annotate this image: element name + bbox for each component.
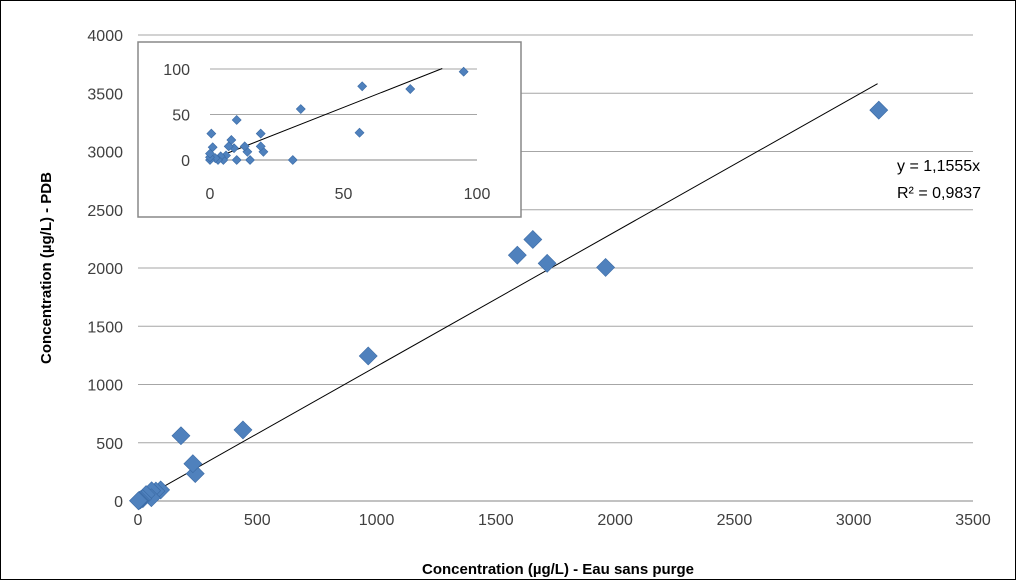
inset-y-tick-labels: 0 50 100 xyxy=(163,62,190,170)
data-point xyxy=(458,66,469,77)
data-point xyxy=(295,104,306,114)
inset-frame xyxy=(137,41,522,218)
data-point xyxy=(255,128,266,139)
data-point xyxy=(245,155,255,165)
y-tick-label: 500 xyxy=(96,436,123,453)
data-point xyxy=(185,464,205,484)
main-trendline xyxy=(140,83,878,501)
x-tick-label: 1500 xyxy=(478,512,514,529)
r-squared-label: R² = 0,9837 xyxy=(897,185,981,202)
x-tick-label: 2000 xyxy=(597,512,633,529)
data-point xyxy=(223,141,234,152)
data-point xyxy=(239,141,250,152)
x-tick-label: 500 xyxy=(244,512,271,529)
y-tick-label: 100 xyxy=(163,62,190,79)
x-tick-label: 3500 xyxy=(955,512,991,529)
y-tick-label: 2500 xyxy=(87,203,123,220)
data-point xyxy=(523,230,543,249)
x-tick-label: 50 xyxy=(335,186,353,203)
x-axis-title: Concentration (µg/L) - Eau sans purge xyxy=(422,561,694,578)
y-tick-label: 50 xyxy=(172,108,190,125)
x-tick-label: 2500 xyxy=(717,512,753,529)
data-point xyxy=(255,141,266,152)
data-point xyxy=(507,245,527,265)
trendline-equation: y = 1,1555x xyxy=(897,158,980,175)
y-tick-label: 4000 xyxy=(87,28,123,45)
y-tick-label: 0 xyxy=(181,153,190,170)
data-point xyxy=(231,115,242,125)
x-tick-label: 0 xyxy=(206,186,215,203)
trendline xyxy=(140,83,878,501)
x-tick-label: 1000 xyxy=(359,512,395,529)
data-point xyxy=(171,426,191,446)
x-tick-label: 3000 xyxy=(836,512,872,529)
inset-data-points xyxy=(205,66,469,165)
data-point xyxy=(129,491,148,511)
data-point xyxy=(596,257,616,277)
y-tick-label: 1000 xyxy=(87,378,123,395)
main-y-tick-labels: 0 500 1000 1500 2000 2500 3000 3500 4000 xyxy=(87,28,123,511)
trendline xyxy=(209,68,443,161)
y-tick-label: 1500 xyxy=(87,319,123,336)
data-point xyxy=(357,81,368,92)
y-tick-label: 0 xyxy=(114,494,123,511)
y-tick-label: 3000 xyxy=(87,145,123,162)
y-tick-label: 3500 xyxy=(87,86,123,103)
inset-trendline xyxy=(209,68,443,161)
x-tick-label: 100 xyxy=(464,186,491,203)
data-point xyxy=(233,420,253,440)
x-tick-label: 0 xyxy=(134,512,143,529)
data-point xyxy=(205,148,215,159)
data-point xyxy=(206,128,217,139)
data-point xyxy=(183,454,203,474)
data-point xyxy=(231,155,242,165)
inset-x-tick-labels: 0 50 100 xyxy=(206,186,491,203)
data-point xyxy=(405,84,416,94)
main-data-points xyxy=(129,100,889,511)
data-point xyxy=(287,155,298,165)
y-tick-label: 2000 xyxy=(87,261,123,278)
data-point xyxy=(537,253,557,273)
y-axis-title: Concentration (µg/L) - PDB xyxy=(38,172,55,364)
data-point xyxy=(869,100,889,120)
data-point xyxy=(354,127,365,138)
data-point xyxy=(358,346,378,366)
main-x-tick-labels: 0 500 1000 1500 2000 2500 3000 3500 xyxy=(134,512,991,529)
